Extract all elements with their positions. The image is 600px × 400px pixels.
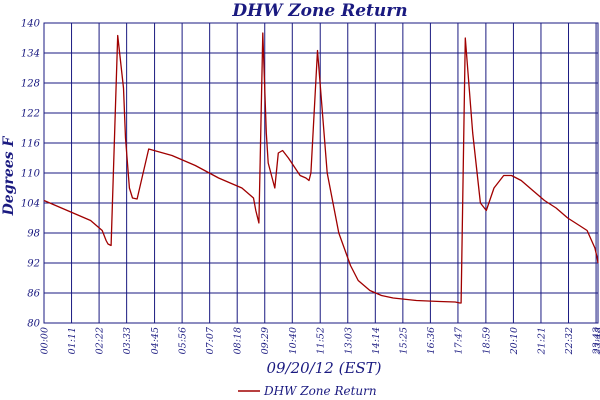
x-tick-label: 16:36 xyxy=(426,327,437,354)
series-lines xyxy=(43,32,599,304)
y-tick-label: 128 xyxy=(21,79,40,90)
x-tick-label: 14:14 xyxy=(371,327,382,354)
y-tick-label: 134 xyxy=(21,49,40,60)
x-tick-label: 23:48 xyxy=(594,327,600,355)
y-tick-label: 116 xyxy=(21,139,41,150)
y-tick-label: 122 xyxy=(21,109,40,120)
x-tick-label: 03:33 xyxy=(122,327,133,354)
x-tick-label: 09:29 xyxy=(260,327,271,354)
x-tick-label: 07:07 xyxy=(205,326,216,354)
y-tick-label: 110 xyxy=(21,169,41,180)
x-tick-labels: 00:00 01:11 02:22 03:33 04:45 05:56 07:07 08:18… xyxy=(40,326,600,355)
x-tick-label: 01:11 xyxy=(67,327,78,354)
x-tick-label: 04:45 xyxy=(150,327,161,354)
x-tick-label: 15:25 xyxy=(398,327,409,354)
x-tick-label: 00:00 xyxy=(40,327,51,354)
x-tick-label: 18:59 xyxy=(481,327,492,354)
y-axis-label: Degrees F xyxy=(1,136,17,217)
x-axis-label: 09/20/12 (EST) xyxy=(266,359,381,377)
chart-title: DHW Zone Return xyxy=(231,1,407,21)
y-tick-labels: 80 86 92 98 104 110 116 122 128 134 140 xyxy=(21,19,41,330)
y-tick-label: 80 xyxy=(27,319,40,330)
x-tick-label: 22:32 xyxy=(564,327,575,355)
x-tick-label: 02:22 xyxy=(95,327,106,354)
y-tick-label: 98 xyxy=(27,229,40,240)
series-line-dhw-zone-return xyxy=(43,32,599,304)
x-tick-label: 11:52 xyxy=(316,327,327,354)
legend-label: DHW Zone Return xyxy=(263,384,377,398)
y-tick-label: 140 xyxy=(21,19,41,30)
grid-lines xyxy=(43,22,599,324)
x-tick-label: 23:43 xyxy=(592,327,600,355)
x-tick-label: 08:18 xyxy=(233,327,244,354)
x-tick-label: 20:10 xyxy=(509,327,520,355)
x-tick-label: 10:40 xyxy=(288,327,299,354)
x-tick-label: 13:03 xyxy=(343,327,354,354)
y-tick-label: 104 xyxy=(21,199,40,210)
y-tick-label: 86 xyxy=(27,289,40,300)
x-tick-label: 05:56 xyxy=(178,327,189,354)
x-tick-label: 17:47 xyxy=(453,326,464,354)
legend: DHW Zone Return xyxy=(238,384,377,398)
x-tick-label: 21:21 xyxy=(536,327,547,355)
y-tick-label: 92 xyxy=(27,259,40,270)
